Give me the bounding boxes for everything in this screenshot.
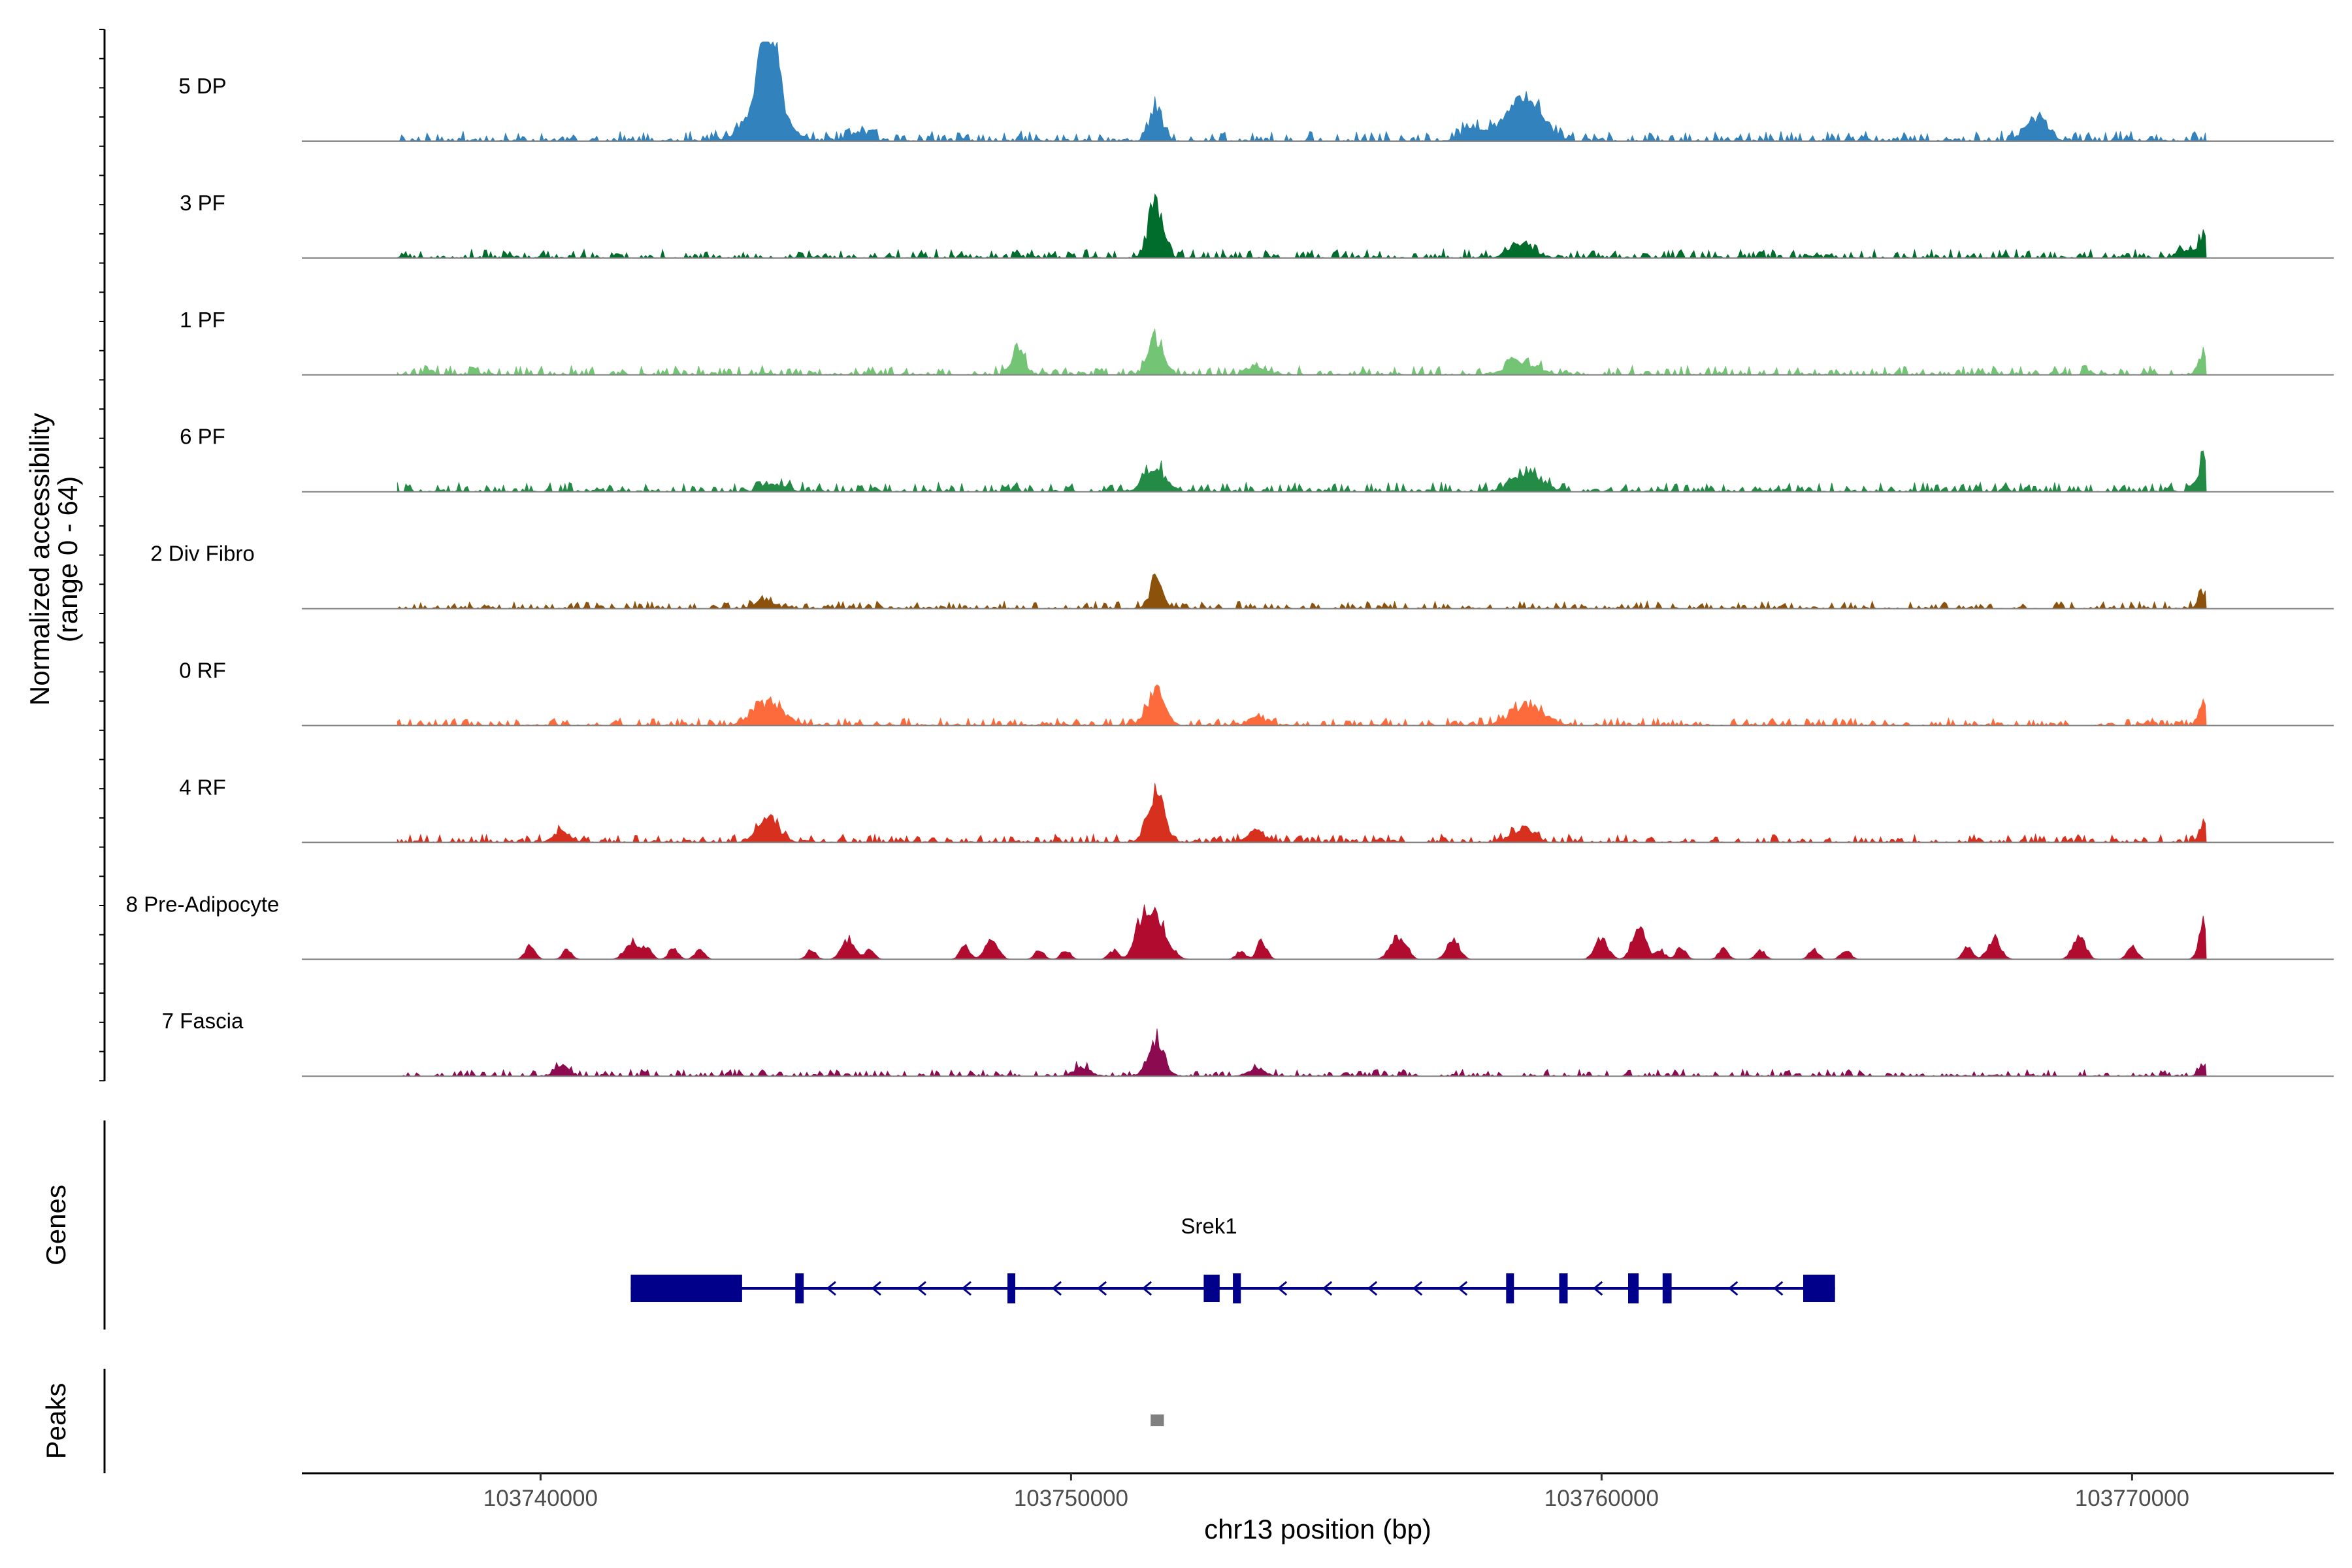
track-7: 8 Pre-Adipocyte	[126, 892, 2334, 960]
x-tick-label: 103750000	[1014, 1486, 1128, 1511]
track-label: 6 PF	[180, 425, 225, 449]
peaks-panel-title: Peaks	[41, 1383, 71, 1460]
x-axis-title: chr13 position (bp)	[1204, 1514, 1431, 1544]
x-tick-label: 103770000	[2075, 1486, 2189, 1511]
x-tick-label: 103760000	[1544, 1486, 1659, 1511]
track-signal-area	[397, 328, 2207, 376]
track-label: 2 Div Fibro	[150, 542, 255, 566]
gene-strand-arrow	[1592, 1281, 1603, 1296]
gene-strand-arrow	[1457, 1281, 1468, 1296]
track-label: 4 RF	[179, 775, 226, 799]
track-0: 5 DP	[178, 41, 2334, 142]
gene-strand-arrow	[1728, 1281, 1739, 1296]
gene-exon	[1662, 1273, 1672, 1303]
coverage-y-ticks	[99, 29, 105, 1082]
gene-strand-arrow	[961, 1281, 972, 1296]
peak-region	[1151, 1414, 1164, 1426]
track-5: 0 RF	[179, 659, 2334, 727]
gene-exon	[1007, 1273, 1015, 1303]
gene-strand-arrow	[1277, 1281, 1288, 1296]
gene-strand-arrow	[1141, 1281, 1152, 1296]
track-8: 7 Fascia	[162, 1009, 2334, 1077]
track-4: 2 Div Fibro	[150, 542, 2334, 610]
gene-strand-arrow	[1412, 1281, 1423, 1296]
gene-model-srek1	[630, 1273, 1835, 1303]
x-tick-label: 103740000	[483, 1486, 598, 1511]
track-signal-area	[397, 684, 2207, 727]
track-6: 4 RF	[179, 775, 2334, 843]
peak-regions	[1151, 1414, 1164, 1426]
coverage-y-title-range: (range 0 - 64)	[52, 476, 83, 642]
coverage-y-title: Normalized accessibility	[24, 413, 55, 706]
gene-strand-arrow	[1367, 1281, 1378, 1296]
gene-strand-arrow	[916, 1281, 926, 1296]
gene-exon	[1506, 1273, 1514, 1303]
gene-exon	[1559, 1273, 1568, 1303]
track-1: 3 PF	[180, 191, 2334, 259]
gene-strand-arrow	[1322, 1281, 1333, 1296]
gene-strand-arrow	[871, 1281, 881, 1296]
gene-exon	[1203, 1275, 1220, 1302]
gene-strand-arrow	[826, 1281, 836, 1296]
gene-strand-arrow	[1051, 1281, 1062, 1296]
gene-exon	[1233, 1273, 1241, 1303]
gene-exon	[1628, 1273, 1639, 1303]
gene-exon	[795, 1273, 804, 1303]
track-label: 0 RF	[179, 659, 226, 683]
gene-strand-arrow	[1096, 1281, 1107, 1296]
track-label: 7 Fascia	[162, 1009, 244, 1033]
track-signal-area	[397, 193, 2207, 259]
x-ticks: 103740000 103750000 103760000 103770000	[483, 1473, 2189, 1511]
track-3: 6 PF	[180, 425, 2334, 493]
genes-panel-title: Genes	[41, 1184, 71, 1266]
gene-strand-arrow	[1773, 1281, 1784, 1296]
gene-label-srek1: Srek1	[1181, 1214, 1237, 1238]
track-label: 5 DP	[178, 74, 226, 98]
gene-exon	[1803, 1275, 1835, 1302]
track-label: 3 PF	[180, 191, 225, 215]
gene-exon	[630, 1275, 742, 1302]
track-2: 1 PF	[180, 308, 2334, 376]
track-label: 8 Pre-Adipocyte	[126, 892, 280, 916]
coverage-tracks: 5 DP 3 PF 1 PF 6 PF 2 Div Fibro 0 RF 4 RF 8 Pre…	[126, 41, 2334, 1077]
track-label: 1 PF	[180, 308, 225, 332]
